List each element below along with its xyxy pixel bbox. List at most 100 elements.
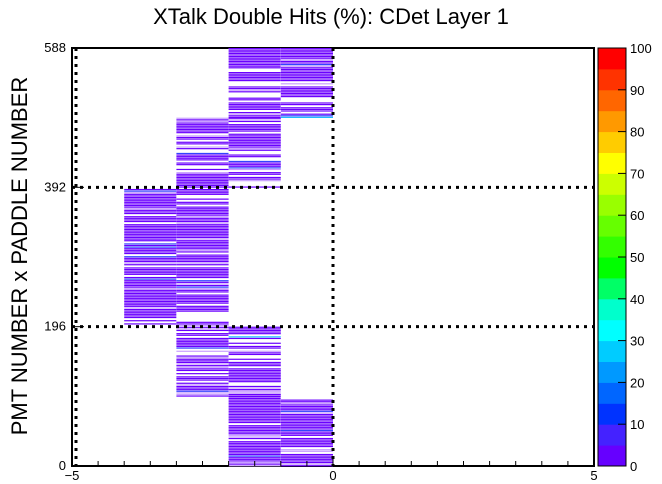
color-scale-swatch: [598, 424, 626, 446]
heatmap-region: [176, 326, 229, 397]
heatmap-cell: [124, 219, 177, 221]
heatmap-cell: [176, 212, 229, 215]
heatmap-cell: [280, 410, 333, 412]
y-tick-label: 392: [44, 179, 66, 194]
heatmap-cell: [228, 75, 281, 77]
heatmap-region: [228, 326, 281, 397]
heatmap-cell: [228, 331, 281, 333]
heatmap-cell: [124, 236, 177, 239]
heatmap-cell: [124, 323, 177, 325]
heatmap-cell: [176, 291, 229, 293]
color-scale-swatch: [598, 403, 626, 425]
heatmap-cell: [124, 224, 177, 226]
heatmap-cell: [176, 243, 229, 245]
heatmap-cell: [228, 452, 281, 454]
color-scale-swatch: [598, 236, 626, 258]
heatmap-cell: [176, 392, 229, 394]
heatmap-cell: [228, 143, 281, 145]
heatmap-cell: [280, 86, 333, 88]
heatmap-cell: [228, 133, 281, 135]
heatmap-cell: [176, 347, 229, 349]
heatmap-cell: [280, 418, 333, 420]
color-scale-swatch: [598, 173, 626, 195]
heatmap-cell: [124, 188, 177, 191]
heatmap-cell: [176, 355, 229, 357]
heatmap-cell: [228, 396, 281, 398]
heatmap-cell: [280, 72, 333, 74]
heatmap-cell: [228, 173, 281, 175]
heatmap-cell: [124, 259, 177, 261]
heatmap-cell: [228, 328, 281, 330]
heatmap-cell: [176, 152, 229, 155]
heatmap-cell: [176, 294, 229, 296]
heatmap-cell: [228, 404, 281, 406]
heatmap-cell: [228, 369, 281, 372]
heatmap-cell: [124, 217, 177, 219]
heatmap-cell: [228, 88, 281, 90]
heatmap-cell: [228, 329, 281, 332]
heatmap-cell: [280, 441, 333, 443]
heatmap-cell: [228, 167, 281, 169]
heatmap-cell: [124, 308, 177, 311]
heatmap-cell: [176, 302, 229, 304]
color-scale-swatch: [598, 340, 626, 362]
heatmap-cell: [280, 413, 333, 416]
heatmap-cell: [280, 407, 333, 409]
heatmap-cell: [228, 67, 281, 69]
heatmap-cell: [124, 212, 177, 215]
x-tick-label: −5: [65, 468, 80, 483]
heatmap-cell: [280, 423, 333, 425]
heatmap-cell: [176, 203, 229, 205]
heatmap-cell: [124, 232, 177, 234]
heatmap-cell: [176, 384, 229, 386]
heatmap-cell: [176, 154, 229, 156]
heatmap-cell: [280, 444, 333, 446]
heatmap-cell: [124, 200, 177, 202]
heatmap-cell: [280, 62, 333, 64]
heatmap-cell: [228, 455, 281, 457]
heatmap-cell: [176, 138, 229, 140]
heatmap-cell: [280, 65, 333, 67]
heatmap-cell: [124, 316, 177, 319]
heatmap-cell: [228, 62, 281, 64]
heatmap-cell: [124, 225, 177, 227]
heatmap-cell: [176, 201, 229, 203]
heatmap-cell: [124, 228, 177, 231]
heatmap-cell: [176, 299, 229, 301]
heatmap-cell: [124, 246, 177, 248]
heatmap-cell: [280, 102, 333, 104]
heatmap-cell: [176, 262, 229, 264]
y-tick-label: 588: [44, 40, 66, 55]
heatmap-cell: [228, 128, 281, 131]
heatmap-cell: [124, 227, 177, 229]
heatmap-cell: [124, 262, 177, 264]
heatmap-cell: [280, 108, 333, 110]
color-scale-swatch: [598, 89, 626, 112]
heatmap-cell: [176, 122, 229, 124]
heatmap-cell: [176, 281, 229, 283]
heatmap-cell: [228, 361, 281, 364]
heatmap-cell: [124, 257, 177, 259]
heatmap-cell: [176, 178, 229, 180]
heatmap-cell: [124, 283, 177, 285]
heatmap-cell: [176, 360, 229, 362]
heatmap-cell: [176, 357, 229, 359]
heatmap-cell: [176, 228, 229, 231]
heatmap-cell: [176, 333, 229, 335]
heatmap-cell: [124, 220, 177, 223]
heatmap-cell: [228, 373, 281, 375]
heatmap-cell: [176, 233, 229, 235]
heatmap-cell: [124, 209, 177, 211]
heatmap-cell: [124, 216, 177, 218]
color-scale-swatch: [598, 298, 626, 321]
color-scale-swatch: [598, 277, 626, 300]
heatmap-cell: [228, 54, 281, 56]
heatmap-region: [176, 187, 229, 327]
heatmap-cell: [228, 178, 281, 180]
heatmap-cell: [176, 251, 229, 253]
heatmap-cell: [228, 445, 281, 448]
heatmap-cell: [124, 297, 177, 299]
heatmap-cell: [124, 190, 177, 192]
heatmap-cell: [176, 128, 229, 131]
heatmap-cell: [228, 102, 281, 104]
